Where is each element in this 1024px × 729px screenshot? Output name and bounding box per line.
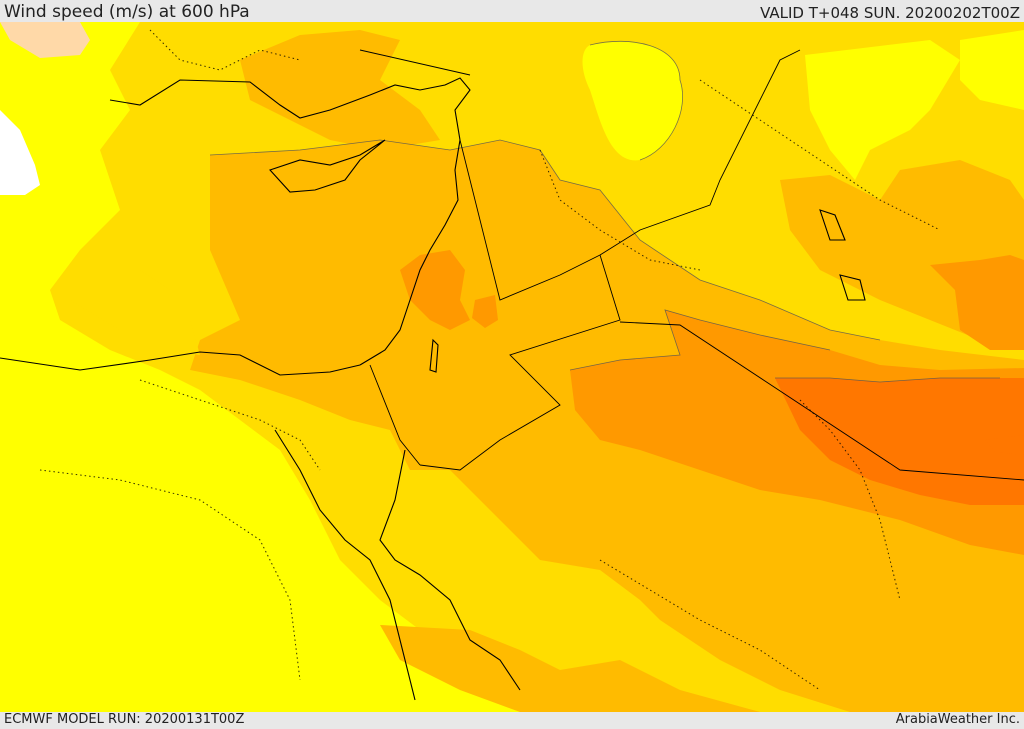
credit: ArabiaWeather Inc. — [895, 712, 1020, 727]
wind-speed-map — [0, 22, 1024, 712]
coastline — [359, 139, 461, 366]
wind-field-level-1 — [0, 110, 40, 195]
border-line — [419, 254, 621, 471]
dotted-border — [149, 29, 301, 71]
contour-lines — [209, 40, 1000, 383]
coastline — [274, 429, 416, 701]
contour-line — [589, 40, 683, 161]
wind-field-level-6 — [775, 378, 1024, 505]
contour-line — [209, 139, 881, 341]
wind-field-level-5-levant — [400, 250, 470, 330]
wind-field-level-7 — [0, 22, 90, 58]
wind-field-level-5-east — [930, 255, 1024, 350]
province-borders — [39, 29, 941, 691]
footer-bar: ECMWF MODEL RUN: 20200131T00Z ArabiaWeat… — [0, 712, 1024, 729]
wind-field-level-2-east — [960, 30, 1024, 110]
valid-time: VALID T+048 SUN. 20200202T00Z — [760, 4, 1020, 22]
coastline — [109, 77, 471, 141]
model-run: ECMWF MODEL RUN: 20200131T00Z — [4, 712, 245, 727]
coastline — [839, 274, 866, 301]
contour-line — [569, 309, 831, 371]
wind-field-level-5-main — [570, 310, 1024, 555]
dotted-border — [699, 79, 941, 231]
contour-line — [775, 377, 1000, 383]
border-line — [619, 321, 1024, 481]
coastline — [269, 139, 386, 193]
wind-field-level-4-north — [240, 30, 440, 150]
coastlines — [0, 77, 866, 701]
dotted-border — [599, 559, 821, 691]
coastline — [429, 338, 439, 373]
coastline — [0, 351, 361, 376]
wind-field-level-6-core — [985, 435, 1024, 455]
dotted-border — [799, 399, 901, 601]
coastline — [819, 209, 846, 241]
header-bar: Wind speed (m/s) at 600 hPa VALID T+048 … — [0, 0, 1024, 22]
dotted-border — [39, 469, 301, 681]
dotted-border — [139, 379, 321, 471]
wind-field-level-2-northeast — [805, 40, 960, 180]
border-line — [369, 364, 421, 466]
wind-field-level-4-south — [380, 625, 760, 712]
dotted-border — [539, 149, 701, 271]
map-title: Wind speed (m/s) at 600 hPa — [4, 2, 250, 22]
wind-field-level-3-west — [70, 270, 200, 355]
coastline — [379, 449, 521, 691]
border-line — [359, 49, 471, 76]
wind-field-level-5-small — [472, 295, 498, 328]
wind-field-level-2-north — [582, 41, 683, 161]
